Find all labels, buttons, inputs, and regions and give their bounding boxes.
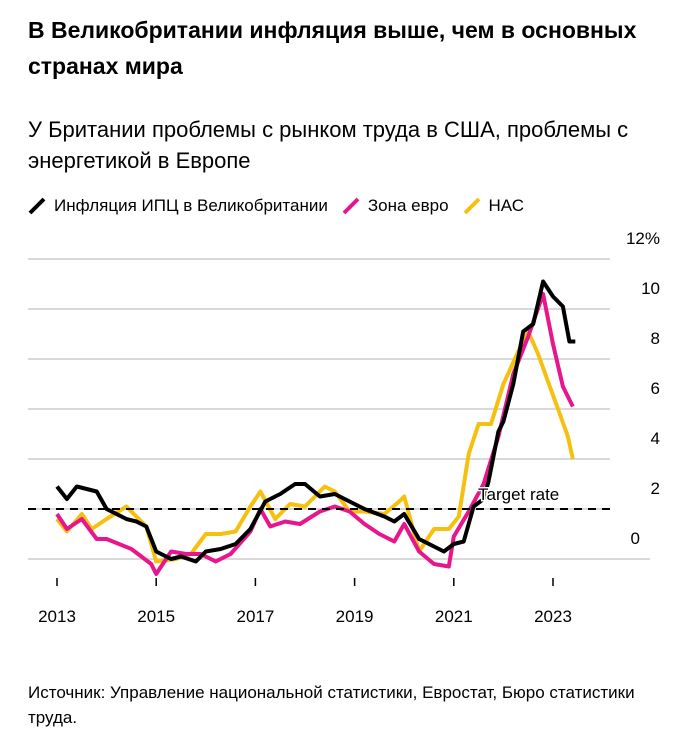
legend-label-us: НАС [488,196,525,215]
series-line-eurozone [55,292,575,576]
legend-swatch-uk [28,197,46,215]
y-tick-label: 0 [631,529,640,548]
target-rate-label: Target rate [478,485,559,504]
x-tick-label: 2013 [38,607,76,626]
legend-swatch-eurozone [342,197,360,215]
x-tick-label: 2023 [534,607,572,626]
x-tick-label: 2015 [137,607,175,626]
y-tick-label: 6 [651,379,660,398]
chart-subtitle: У Британии проблемы с рынком труда в США… [28,117,629,173]
legend-label-uk: Инфляция ИПЦ в Великобритании [54,196,328,215]
legend-item-eurozone: Зона евро [342,196,449,216]
y-tick-label: 12% [626,229,660,248]
x-tick-label: 2017 [236,607,274,626]
legend-label-eurozone: Зона евро [367,196,449,215]
source-note: Источник: Управление национальной статис… [28,683,635,727]
x-tick-label: 2021 [435,607,473,626]
y-tick-label: 4 [651,429,660,448]
chart-title: В Великобритании инфляция выше, чем в ос… [28,17,637,79]
y-tick-label: 2 [651,479,660,498]
legend: Инфляция ИПЦ в Великобритании Зона евро … [28,196,524,216]
x-tick-label: 2019 [336,607,374,626]
y-tick-label: 8 [651,329,660,348]
legend-swatch-us [463,197,480,215]
y-tick-label: 10 [641,279,660,298]
legend-item-uk: Инфляция ИПЦ в Великобритании [28,196,328,216]
series-line-uk [55,279,576,564]
legend-item-us: НАС [463,196,525,216]
